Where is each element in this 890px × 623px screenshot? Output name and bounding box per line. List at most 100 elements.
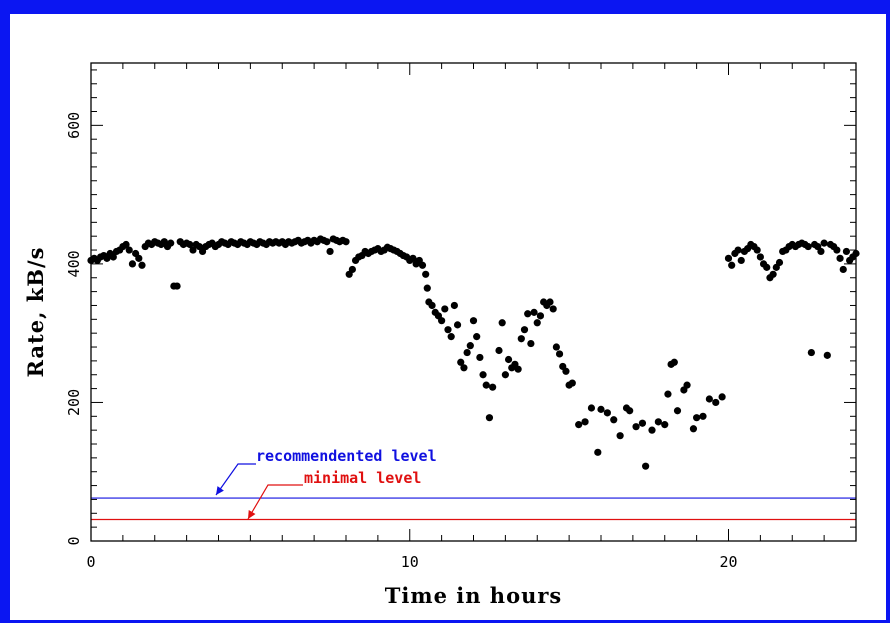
data-point (533, 319, 541, 327)
data-point (705, 395, 713, 403)
data-point (689, 425, 698, 433)
data-point (457, 358, 465, 366)
data-point (648, 426, 656, 434)
data-point (616, 432, 624, 440)
data-point (498, 319, 506, 327)
data-point (610, 416, 618, 424)
data-point (418, 261, 427, 269)
data-point (189, 246, 197, 254)
data-point (122, 240, 130, 249)
data-point (138, 261, 146, 269)
data-point (728, 261, 736, 269)
x-tick-label: 10 (401, 553, 419, 571)
recommended-level-arrow (215, 463, 256, 496)
data-point (473, 333, 481, 341)
y-axis-title: Rate, kB/s (23, 246, 48, 377)
data-point (125, 246, 133, 254)
data-point (807, 348, 815, 357)
data-point (323, 238, 331, 246)
data-point (823, 351, 831, 359)
data-point (520, 326, 529, 334)
data-point (463, 348, 471, 357)
data-point (626, 407, 634, 415)
data-point (128, 260, 137, 268)
annotations: recommendented level minimal level (215, 447, 437, 520)
data-point (453, 321, 462, 329)
data-point (348, 265, 356, 274)
data-point (514, 365, 522, 373)
data-point (594, 448, 602, 456)
data-point (775, 258, 784, 267)
data-point (504, 355, 513, 364)
data-point (833, 246, 841, 254)
data-point (460, 364, 468, 372)
data-point (549, 305, 557, 313)
data-point (342, 238, 350, 246)
data-point (501, 371, 509, 379)
data-point (409, 254, 417, 262)
data-point (842, 247, 851, 256)
data-point (546, 298, 554, 306)
data-point (820, 239, 828, 247)
data-point (718, 393, 726, 401)
recommended-level-annotation: recommendented level (256, 447, 437, 465)
data-point (683, 381, 691, 389)
data-point (712, 398, 720, 407)
axis-ticks (90, 63, 857, 542)
data-point (817, 247, 825, 256)
recommended-level-arrowhead (216, 486, 224, 495)
data-point (485, 414, 494, 422)
data-point (597, 405, 605, 413)
x-tick-label: 0 (86, 553, 95, 571)
data-point (693, 414, 701, 422)
data-point (495, 346, 503, 355)
plot-area-border (90, 62, 857, 542)
data-point (441, 305, 449, 313)
x-axis-title: Time in hours (385, 583, 562, 608)
data-point (482, 381, 490, 389)
data-point (517, 335, 525, 343)
data-point (632, 423, 640, 431)
data-point (581, 418, 589, 426)
chart-frame: 0 10 20 0 200 400 600 Time in hours Rate, kB/s… (10, 14, 886, 620)
data-point (186, 240, 194, 249)
data-point (466, 342, 474, 350)
data-point (661, 421, 669, 429)
data-point (326, 247, 334, 256)
data-point (673, 407, 682, 415)
data-point (734, 246, 742, 254)
data-point (135, 254, 143, 262)
data-point (489, 383, 497, 391)
data-point (756, 253, 764, 261)
minimal-level-arrow (247, 484, 303, 520)
y-tick-label: 600 (65, 112, 83, 139)
data-point (109, 253, 117, 261)
data-point (476, 353, 484, 362)
data-point (555, 350, 564, 358)
data-point (699, 412, 707, 420)
data-point (479, 371, 487, 379)
data-point (724, 254, 733, 262)
y-tick-label: 200 (65, 389, 83, 416)
data-point (450, 301, 458, 310)
data-point (428, 301, 436, 310)
data-point (444, 326, 452, 334)
data-point (804, 242, 812, 251)
data-point (836, 254, 844, 262)
data-point (536, 312, 545, 320)
x-tick-label: 20 (719, 553, 737, 571)
data-point (469, 317, 478, 325)
data-point (530, 308, 538, 316)
data-point (575, 421, 583, 429)
data-point (562, 367, 570, 375)
data-point (753, 246, 761, 254)
data-point (603, 409, 611, 417)
data-point (552, 343, 560, 351)
data-point (664, 390, 672, 398)
data-point (642, 462, 650, 470)
data-point (839, 265, 847, 274)
minimal-level-annotation: minimal level (304, 469, 421, 487)
data-point (447, 333, 455, 341)
